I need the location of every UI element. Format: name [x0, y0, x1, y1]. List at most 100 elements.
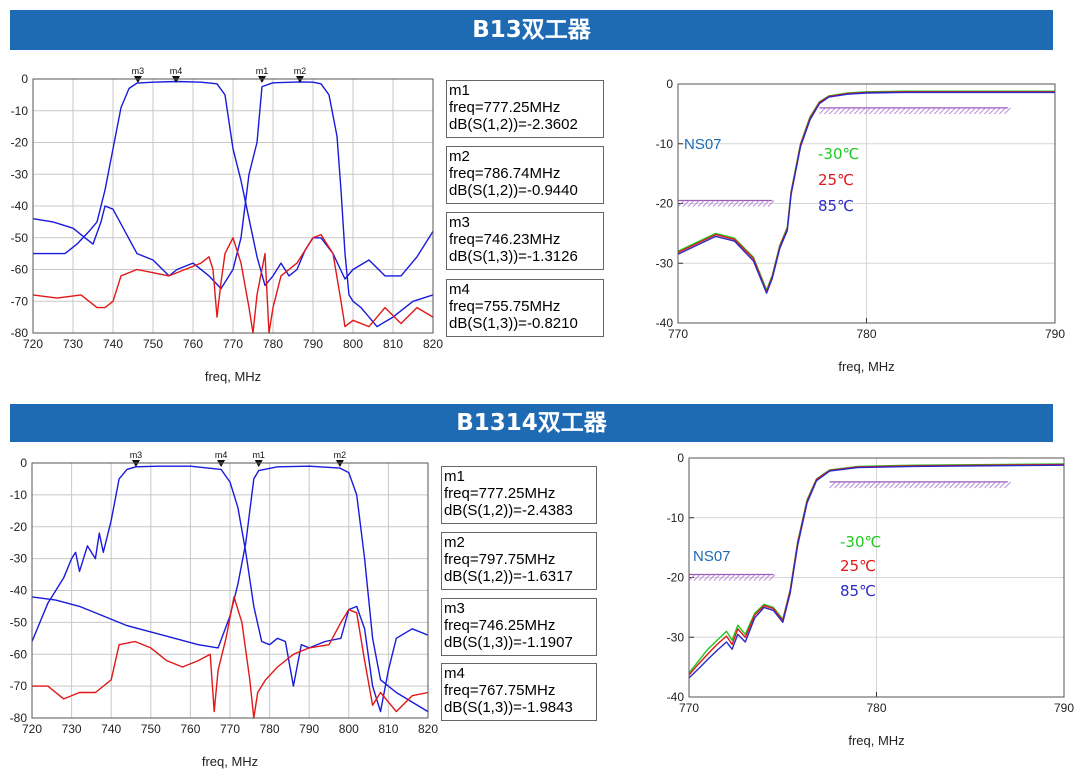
- y-tick-label: -30: [667, 630, 685, 644]
- spec-hatch: [999, 107, 1006, 115]
- spec-hatch: [737, 200, 745, 207]
- spec-hatch: [934, 481, 941, 489]
- spec-hatch: [929, 481, 936, 489]
- marker-value: dB(S(1,3))=-1.1907: [444, 634, 573, 651]
- x-tick-label: 770: [223, 337, 243, 351]
- spec-hatch: [909, 107, 916, 115]
- x-tick-label: 720: [22, 722, 42, 736]
- x-tick-label: 760: [183, 337, 203, 351]
- spec-hatch: [889, 481, 896, 489]
- spec-hatch: [964, 481, 971, 489]
- spec-hatch: [732, 200, 740, 207]
- x-tick-label: 820: [423, 337, 443, 351]
- marker-freq: freq=755.75MHz: [449, 298, 561, 315]
- chart-b1314-zoom: 770 780 790 0 -10 -20 -30 -40 freq, MHz NS07 -30℃ 2…: [667, 451, 1075, 748]
- chart-b1314-wide: 720 730 740 750 760 770 780 790 800 810 820 0 -10 -20…: [10, 450, 439, 769]
- spec-hatch: [849, 107, 856, 115]
- marker-freq: freq=746.25MHz: [444, 617, 556, 634]
- marker-value: dB(S(1,2))=-0.9440: [449, 182, 578, 199]
- spec-hatch: [677, 200, 685, 207]
- marker-readout-m2: m2 freq=786.74MHz dB(S(1,2))=-0.9440: [446, 146, 604, 204]
- section-title-b1314: B1314双工器: [10, 404, 1053, 442]
- spec-hatch: [718, 574, 726, 581]
- spec-hatch: [944, 481, 951, 489]
- spec-hatch: [959, 107, 966, 115]
- y-tick-label: -10: [10, 488, 28, 502]
- spec-hatch: [768, 574, 776, 581]
- x-tick-label: 730: [63, 337, 83, 351]
- legend-entry: -30℃: [840, 533, 881, 551]
- spec-hatch: [874, 481, 881, 489]
- series-line: [31, 465, 429, 713]
- y-tick-label: -40: [11, 199, 29, 213]
- y-tick-label: -20: [656, 197, 674, 211]
- legend-entry: 85℃: [818, 197, 854, 215]
- series-line: [32, 596, 429, 719]
- marker-name: m3: [444, 600, 465, 617]
- marker-readout-m3: m3 freq=746.25MHz dB(S(1,3))=-1.1907: [441, 598, 597, 656]
- marker-value: dB(S(1,2))=-1.6317: [444, 568, 573, 585]
- series-line: [31, 465, 429, 713]
- plot-frame: [677, 83, 1056, 324]
- marker-name: m1: [449, 82, 470, 99]
- spec-hatch: [834, 107, 841, 115]
- spec-hatch: [989, 107, 996, 115]
- spec-hatch: [994, 481, 1001, 489]
- x-tick-label: 770: [220, 722, 240, 736]
- annotation-label: NS07: [693, 548, 731, 565]
- series-line: [677, 91, 1055, 294]
- spec-hatch: [969, 481, 976, 489]
- spec-hatch: [713, 574, 721, 581]
- y-tick-label: -10: [667, 511, 685, 525]
- x-tick-label: 770: [668, 327, 688, 341]
- spec-hatch: [949, 107, 956, 115]
- spec-hatch: [829, 481, 836, 489]
- spec-hatch: [738, 574, 746, 581]
- spec-hatch: [844, 481, 851, 489]
- spec-hatch: [712, 200, 720, 207]
- spec-hatch: [1004, 481, 1011, 489]
- spec-hatch: [682, 200, 690, 207]
- spec-hatch: [919, 481, 926, 489]
- spec-hatch: [819, 107, 826, 115]
- spec-hatch: [698, 574, 706, 581]
- marker-readout-m1: m1 freq=777.25MHz dB(S(1,2))=-2.3602: [446, 80, 604, 138]
- x-tick-label: 740: [103, 337, 123, 351]
- marker-readout-m4: m4 freq=755.75MHz dB(S(1,3))=-0.8210: [446, 279, 604, 337]
- spec-hatch: [763, 574, 771, 581]
- y-tick-label: 0: [21, 72, 28, 86]
- x-tick-label: 740: [101, 722, 121, 736]
- y-tick-label: -40: [667, 690, 685, 704]
- spec-hatch: [979, 107, 986, 115]
- spec-hatch: [954, 107, 961, 115]
- x-tick-label: 780: [866, 701, 886, 715]
- y-tick-label: 0: [20, 456, 27, 470]
- y-tick-label: -80: [10, 711, 28, 725]
- spec-hatch: [934, 107, 941, 115]
- x-tick-label: 790: [299, 722, 319, 736]
- x-tick-label: 790: [1045, 327, 1065, 341]
- spec-hatch: [914, 481, 921, 489]
- spec-hatch: [869, 481, 876, 489]
- section-title-b13: B13双工器: [10, 10, 1053, 50]
- spec-hatch: [829, 107, 836, 115]
- legend-entry: 25℃: [818, 171, 854, 189]
- spec-hatch: [984, 481, 991, 489]
- marker-value: dB(S(1,2))=-2.4383: [444, 502, 573, 519]
- spec-hatch: [722, 200, 730, 207]
- marker-freq: freq=786.74MHz: [449, 165, 561, 182]
- y-tick-label: -30: [11, 167, 29, 181]
- marker-name: m3: [449, 214, 470, 231]
- spec-hatch: [767, 200, 775, 207]
- marker-readout-m3: m3 freq=746.23MHz dB(S(1,3))=-1.3126: [446, 212, 604, 270]
- spec-hatch: [929, 107, 936, 115]
- y-tick-label: -20: [667, 571, 685, 585]
- spec-hatch: [839, 481, 846, 489]
- x-axis-label: freq, MHz: [848, 733, 904, 748]
- spec-hatch: [693, 574, 701, 581]
- spec-hatch: [904, 107, 911, 115]
- plot-frame: [32, 78, 434, 334]
- y-tick-label: -40: [656, 316, 674, 330]
- spec-hatch: [859, 481, 866, 489]
- legend-entry: 25℃: [840, 557, 876, 575]
